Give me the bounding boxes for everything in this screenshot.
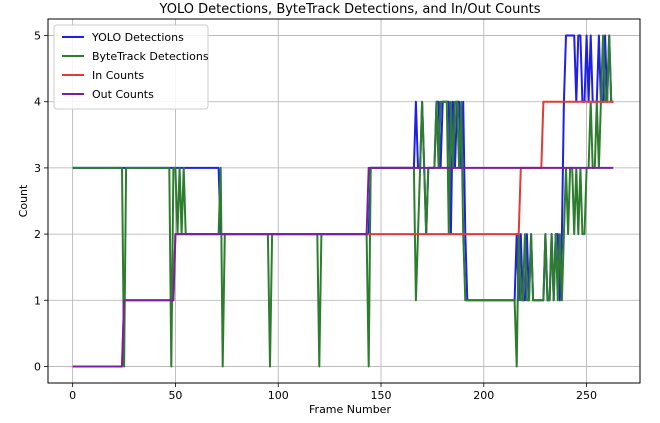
x-tick-label: 200 — [473, 389, 494, 402]
legend-label: YOLO Detections — [91, 31, 184, 44]
legend-label: ByteTrack Detections — [92, 50, 209, 63]
x-tick-label: 0 — [69, 389, 76, 402]
y-tick-label: 3 — [34, 162, 41, 175]
y-tick-label: 1 — [34, 294, 41, 307]
y-tick-label: 4 — [34, 96, 41, 109]
x-tick-label: 100 — [268, 389, 289, 402]
x-axis-label: Frame Number — [309, 403, 391, 416]
legend: YOLO Detections ByteTrack Detections In Co… — [53, 24, 209, 110]
legend-box — [53, 24, 209, 110]
series-lines — [72, 34, 614, 368]
legend-label: In Counts — [92, 69, 144, 82]
y-tick-label: 0 — [34, 360, 41, 373]
x-tick-label: 150 — [371, 389, 392, 402]
x-tick-label: 250 — [576, 389, 597, 402]
x-tick-label: 50 — [168, 389, 182, 402]
y-tick-label: 2 — [34, 228, 41, 241]
y-axis-label: Count — [17, 184, 30, 217]
plot-area — [47, 18, 641, 384]
y-tick-label: 5 — [34, 30, 41, 43]
chart-title: YOLO Detections, ByteTrack Detections, a… — [159, 2, 541, 17]
series-line-out-counts — [72, 166, 614, 368]
axis-ticks: 0 50 100 150 200 250 0 1 2 3 4 5 — [34, 30, 597, 402]
legend-label: Out Counts — [92, 88, 154, 101]
